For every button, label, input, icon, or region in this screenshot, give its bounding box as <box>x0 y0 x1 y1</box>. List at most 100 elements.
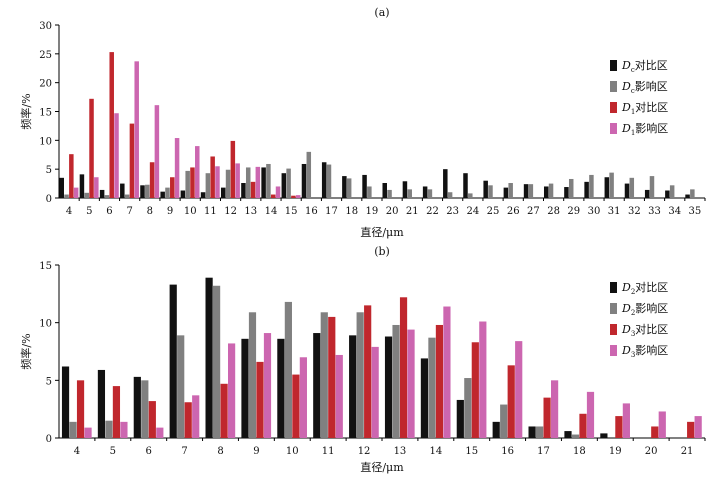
bar <box>362 174 367 198</box>
bar <box>536 426 544 438</box>
legend-swatch <box>610 60 617 71</box>
x-tick-label: 7 <box>126 206 132 217</box>
bar <box>170 177 175 198</box>
bar <box>622 403 630 438</box>
bar <box>422 186 428 198</box>
bar <box>84 427 92 438</box>
bar <box>104 195 110 198</box>
x-tick-label: 17 <box>325 206 338 217</box>
bar <box>694 416 702 438</box>
x-tick-label: 19 <box>609 446 622 457</box>
x-tick-label: 6 <box>146 446 152 457</box>
bar <box>64 194 69 198</box>
bar <box>263 333 272 438</box>
bar <box>261 167 266 198</box>
bar <box>551 380 559 438</box>
bar <box>687 421 695 438</box>
bar <box>114 113 119 198</box>
bar <box>456 399 464 438</box>
bar <box>109 52 114 198</box>
bar <box>210 156 215 198</box>
bar <box>69 421 77 438</box>
legend-entry: Dc对比区 <box>621 58 668 74</box>
x-tick-label: 12 <box>224 206 237 217</box>
y-tick-label: 25 <box>39 50 52 61</box>
bar <box>84 192 89 198</box>
bar <box>364 305 372 438</box>
bar <box>177 335 185 438</box>
x-tick-label: 7 <box>181 446 187 457</box>
bar <box>528 426 536 438</box>
x-tick-label: 19 <box>366 206 379 217</box>
bar <box>165 187 170 198</box>
x-tick-label: 33 <box>648 206 661 217</box>
chart-title: (a) <box>374 6 389 19</box>
bar <box>584 181 589 198</box>
bar <box>464 378 472 438</box>
bar <box>250 181 256 198</box>
bar <box>669 185 675 198</box>
legend-swatch <box>610 345 617 356</box>
x-tick-label: 20 <box>645 446 658 457</box>
bar <box>468 193 473 198</box>
bar <box>564 187 569 198</box>
bar <box>629 177 635 198</box>
x-tick-label: 15 <box>285 206 298 217</box>
bar <box>589 174 594 198</box>
bar <box>291 195 296 198</box>
y-tick-label: 30 <box>39 21 52 32</box>
bar <box>407 189 412 198</box>
bar <box>690 189 695 198</box>
bar <box>488 185 493 198</box>
bar <box>367 186 372 198</box>
bar <box>321 162 327 198</box>
chart-title: (b) <box>374 245 390 258</box>
bar <box>382 183 387 198</box>
bar <box>443 169 448 198</box>
y-tick-label: 0 <box>46 434 52 445</box>
x-tick-label: 32 <box>628 206 641 217</box>
bar <box>245 167 251 198</box>
bar <box>543 397 551 438</box>
x-tick-label: 34 <box>668 206 681 217</box>
x-tick-label: 16 <box>501 446 514 457</box>
legend-swatch <box>610 102 617 113</box>
bar <box>270 194 276 198</box>
y-tick-label: 20 <box>39 79 52 90</box>
bar <box>471 342 479 438</box>
bar <box>564 431 572 438</box>
legend-entry: D2对比区 <box>621 280 668 296</box>
bar <box>225 169 231 198</box>
x-tick-label: 11 <box>322 446 335 457</box>
bar <box>586 391 595 438</box>
bar <box>213 285 221 438</box>
y-tick-label: 15 <box>39 261 52 272</box>
bar <box>447 192 453 198</box>
bar <box>156 427 164 438</box>
bar <box>658 411 666 438</box>
x-tick-label: 4 <box>74 446 80 457</box>
bar <box>248 312 257 438</box>
bar <box>435 324 444 438</box>
bar <box>407 329 415 438</box>
bar <box>277 338 285 438</box>
bar <box>356 312 364 438</box>
bar <box>230 140 236 198</box>
y-tick-label: 0 <box>46 194 52 205</box>
bar <box>228 343 236 438</box>
bar <box>275 186 281 198</box>
bar <box>190 167 195 198</box>
legend-swatch <box>610 123 617 134</box>
legend-swatch <box>610 282 617 293</box>
bar <box>99 189 105 198</box>
bar <box>120 183 125 198</box>
bar <box>105 420 113 438</box>
y-tick-label: 15 <box>39 108 52 119</box>
x-tick-label: 21 <box>681 446 694 457</box>
chart-panel-a: (a) 0 5 10 15 20 25 30 4 5 6 7 8 9 10 11 12 13 14 15 16 17 18 1… <box>19 6 706 239</box>
bar <box>328 316 336 438</box>
x-axis-label: 直径/μm <box>360 225 404 239</box>
y-axis-label: 频率/% <box>19 333 33 369</box>
bar <box>79 174 85 198</box>
legend: Dc对比区 Dc影响区 D1对比区 D1影响区 <box>610 58 668 137</box>
